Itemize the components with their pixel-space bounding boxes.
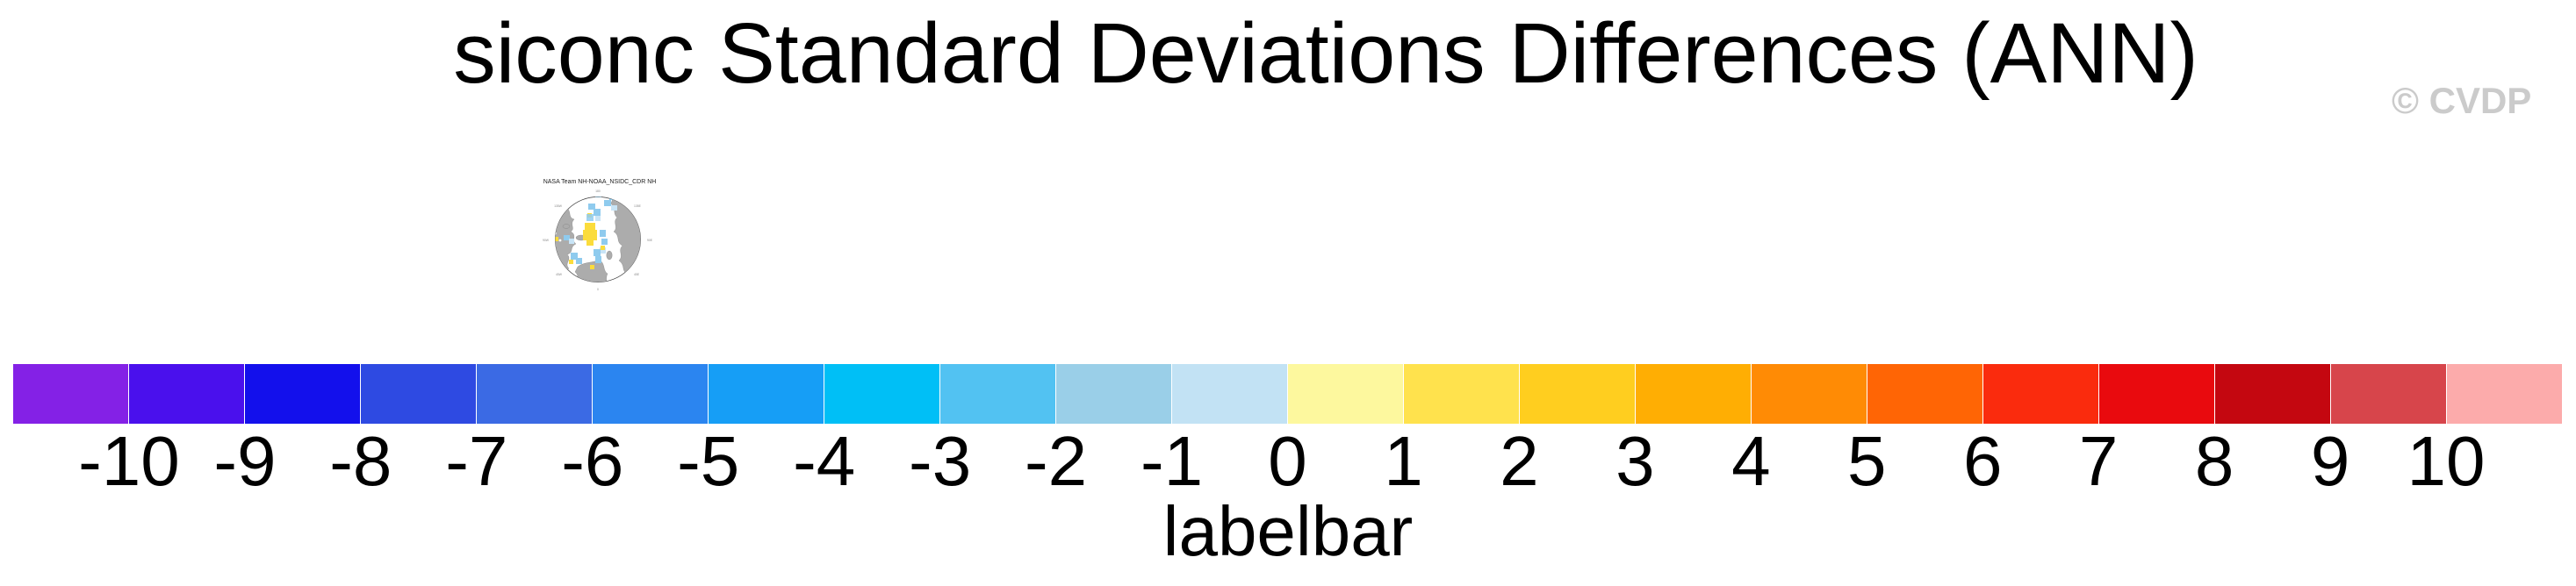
colorbar-tick-label: -2 bbox=[1025, 422, 1088, 500]
colorbar-tick-label: 0 bbox=[1268, 422, 1307, 500]
colorbar-segment bbox=[361, 364, 476, 424]
colorbar-segment bbox=[1520, 364, 1635, 424]
colorbar-segment bbox=[1172, 364, 1287, 424]
map-water-speck bbox=[555, 232, 557, 235]
svg-text:135W: 135W bbox=[554, 204, 563, 208]
colorbar-segment bbox=[709, 364, 824, 424]
labelbar-caption: labelbar bbox=[1162, 492, 1414, 570]
svg-text:45W: 45W bbox=[556, 273, 563, 276]
colorbar-tick-label: 5 bbox=[1847, 422, 1887, 500]
cvdp-watermark: © CVDP bbox=[2392, 80, 2532, 121]
colorbar-tick-label: 2 bbox=[1500, 422, 1539, 500]
colorbar-tick-label: -4 bbox=[793, 422, 856, 500]
colorbar-tick-label: 8 bbox=[2194, 422, 2234, 500]
colorbar-segment bbox=[1636, 364, 1751, 424]
map-title: NASA Team NH-NOAA_NSIDC_CDR NH bbox=[543, 179, 657, 185]
colorbar-segment bbox=[2447, 364, 2562, 424]
colorbar-tick-label: -7 bbox=[445, 422, 508, 500]
colorbar-segment bbox=[1404, 364, 1519, 424]
map-content bbox=[550, 197, 641, 282]
polar-map-svg: NASA Team NH-NOAA_NSIDC_CDR NH 180 135E … bbox=[543, 179, 657, 291]
colorbar-segment bbox=[2331, 364, 2446, 424]
colorbar-tick-label: 4 bbox=[1731, 422, 1771, 500]
map-water-speck bbox=[550, 243, 553, 246]
svg-text:135E: 135E bbox=[634, 204, 642, 208]
map-island bbox=[562, 224, 571, 229]
colorbar-tick-label: -6 bbox=[561, 422, 624, 500]
colorbar-segment bbox=[1752, 364, 1867, 424]
colorbar-segment bbox=[477, 364, 592, 424]
svg-text:0: 0 bbox=[597, 288, 599, 291]
colorbar-tick-labels: -10 -9 -8 -7 -6 -5 -4 -3 -2 -1 0 1 2 3 4 5 6 7 8 9 10 bbox=[13, 426, 2562, 507]
colorbar-tick-label: -9 bbox=[213, 422, 277, 500]
map-lon-labels: 180 135E 90E 45E 0 45W 90W 135W bbox=[543, 189, 653, 291]
colorbar-segment bbox=[13, 364, 128, 424]
svg-text:180: 180 bbox=[595, 189, 601, 193]
svg-text:90E: 90E bbox=[647, 239, 653, 242]
colorbar-segment bbox=[1867, 364, 1982, 424]
colorbar-tick-label: -3 bbox=[909, 422, 972, 500]
page-title: siconc Standard Deviations Differences (… bbox=[453, 5, 2198, 101]
colorbar-tick-label: 6 bbox=[1962, 422, 2003, 500]
colorbar-tick-label: -8 bbox=[329, 422, 392, 500]
colorbar-segment bbox=[1983, 364, 2098, 424]
map-land-greenland bbox=[574, 259, 608, 282]
svg-text:45E: 45E bbox=[634, 273, 640, 276]
colorbar-segment bbox=[2215, 364, 2330, 424]
colorbar-tick-label: 1 bbox=[1384, 422, 1423, 500]
colorbar-segment bbox=[940, 364, 1055, 424]
colorbar-segment bbox=[245, 364, 360, 424]
map-water-speck bbox=[558, 239, 562, 242]
colorbar-segment bbox=[593, 364, 708, 424]
map-data-cells bbox=[555, 197, 617, 269]
colorbar bbox=[13, 364, 2562, 424]
colorbar-tick-label: -10 bbox=[78, 422, 180, 500]
colorbar-segment bbox=[2099, 364, 2214, 424]
polar-map-thumbnail: NASA Team NH-NOAA_NSIDC_CDR NH 180 135E … bbox=[525, 168, 680, 302]
colorbar-segment bbox=[824, 364, 939, 424]
colorbar-segment bbox=[1056, 364, 1171, 424]
svg-text:90W: 90W bbox=[543, 239, 550, 242]
colorbar-segment bbox=[129, 364, 244, 424]
colorbar-tick-label: 7 bbox=[2078, 422, 2119, 500]
colorbar-segment bbox=[1288, 364, 1403, 424]
colorbar-tick-label: -1 bbox=[1140, 422, 1204, 500]
map-island bbox=[606, 250, 613, 261]
colorbar-tick-label: 10 bbox=[2407, 422, 2486, 500]
colorbar-tick-label: -5 bbox=[677, 422, 740, 500]
colorbar-tick-label: 9 bbox=[2310, 422, 2350, 500]
colorbar-tick-label: 3 bbox=[1615, 422, 1655, 500]
